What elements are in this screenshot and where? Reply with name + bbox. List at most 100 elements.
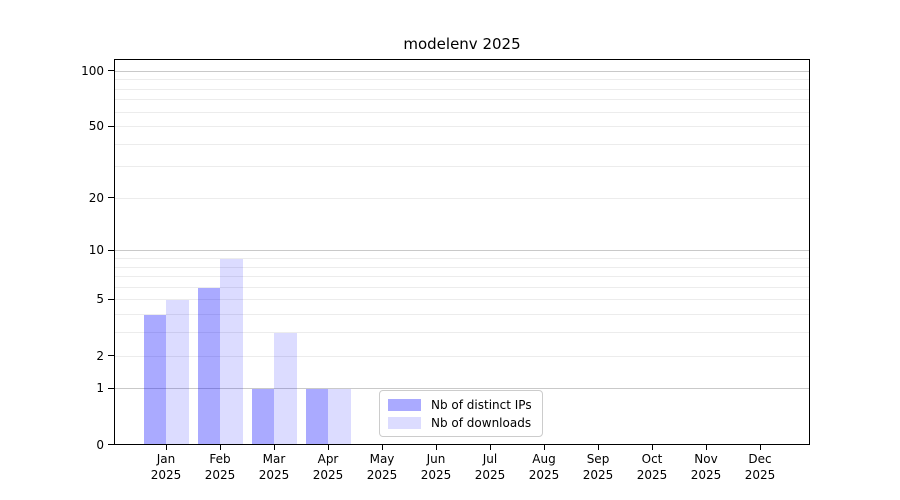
x-tick-month: Jun: [426, 452, 446, 466]
x-tick: [166, 445, 167, 450]
y-tick-label: 1: [96, 381, 104, 396]
x-tick-month: Apr: [317, 452, 339, 466]
x-tick-month: Aug: [532, 452, 556, 466]
minor-gridline: [115, 299, 809, 301]
x-tick-year: 2025: [690, 468, 722, 482]
x-tick-year: 2025: [420, 468, 452, 482]
legend-entry: Nb of distinct IPs: [388, 396, 534, 414]
x-tick-month: Feb: [209, 452, 231, 466]
minor-gridline: [115, 314, 809, 316]
plot-area: [114, 59, 810, 445]
y-tick: [108, 387, 114, 389]
legend-entry: Nb of downloads: [388, 414, 534, 432]
y-tick: [108, 70, 114, 72]
legend-swatch-distinct-ips: [388, 398, 421, 411]
x-tick-year: 2025: [150, 468, 182, 482]
x-tick-month: Nov: [694, 452, 718, 466]
x-tick-year: 2025: [636, 468, 668, 482]
x-tick-year: 2025: [474, 468, 506, 482]
minor-gridline: [115, 266, 809, 268]
bar-nb-of-distinct-ips: [305, 389, 328, 444]
x-tick-month: Jan: [156, 452, 176, 466]
y-tick: [108, 125, 114, 127]
x-tick-label: Nov 2025: [676, 451, 736, 483]
x-tick-year: 2025: [312, 468, 344, 482]
y-tick-label: 100: [81, 63, 104, 78]
x-tick-month: Jul: [482, 452, 498, 466]
x-tick-label: Apr 2025: [298, 451, 358, 483]
y-tick: [108, 355, 114, 357]
x-tick: [382, 445, 383, 450]
x-tick-label: Jun 2025: [406, 451, 466, 483]
x-tick-label: Dec 2025: [730, 451, 790, 483]
x-tick: [760, 445, 761, 450]
legend-label: Nb of downloads: [431, 415, 532, 430]
minor-gridline: [115, 143, 809, 145]
y-tick-label: 50: [88, 119, 104, 134]
minor-gridline: [115, 79, 809, 81]
y-tick-label: 2: [96, 348, 104, 363]
major-gridline: [115, 250, 809, 252]
x-tick: [490, 445, 491, 450]
minor-gridline: [115, 332, 809, 334]
legend: Nb of distinct IPs Nb of downloads: [379, 390, 543, 437]
y-tick: [108, 298, 114, 300]
x-tick-year: 2025: [366, 468, 398, 482]
minor-gridline: [115, 286, 809, 288]
x-tick-year: 2025: [582, 468, 614, 482]
bar-nb-of-downloads: [328, 389, 351, 444]
x-tick-month: Dec: [748, 452, 772, 466]
y-tick-label: 10: [88, 243, 104, 258]
minor-gridline: [115, 99, 809, 101]
x-tick-label: May 2025: [352, 451, 412, 483]
x-tick-year: 2025: [528, 468, 560, 482]
x-tick-label: Oct 2025: [622, 451, 682, 483]
x-tick: [328, 445, 329, 450]
x-tick-label: Mar 2025: [244, 451, 304, 483]
x-tick-year: 2025: [204, 468, 236, 482]
x-tick-year: 2025: [744, 468, 776, 482]
legend-label: Nb of distinct IPs: [431, 397, 532, 412]
y-tick-label: 0: [96, 437, 104, 452]
x-tick-label: Sep 2025: [568, 451, 628, 483]
minor-gridline: [115, 88, 809, 90]
y-tick: [108, 444, 114, 445]
y-tick-label: 5: [96, 292, 104, 307]
minor-gridline: [115, 258, 809, 259]
major-gridline: [115, 70, 809, 72]
minor-gridline: [115, 197, 809, 199]
bar-nb-of-downloads: [166, 300, 189, 444]
x-tick-label: Feb 2025: [190, 451, 250, 483]
minor-gridline: [115, 166, 809, 168]
bar-nb-of-distinct-ips: [251, 389, 274, 444]
x-tick: [220, 445, 221, 450]
bar-nb-of-downloads: [274, 333, 297, 444]
x-tick: [436, 445, 437, 450]
minor-gridline: [115, 126, 809, 128]
major-gridline: [115, 388, 809, 390]
x-tick: [274, 445, 275, 450]
y-tick: [108, 197, 114, 199]
x-tick: [598, 445, 599, 450]
x-tick-label: Jan 2025: [136, 451, 196, 483]
legend-swatch-downloads: [388, 416, 421, 429]
x-tick-month: May: [369, 452, 395, 466]
x-tick-month: Mar: [262, 452, 286, 466]
chart-title: modelenv 2025: [403, 35, 521, 53]
x-tick: [544, 445, 545, 450]
x-tick-month: Oct: [641, 452, 663, 466]
minor-gridline: [115, 111, 809, 113]
x-tick: [652, 445, 653, 450]
bar-nb-of-distinct-ips: [143, 315, 166, 444]
y-tick: [108, 249, 114, 251]
x-tick: [706, 445, 707, 450]
x-tick-month: Sep: [586, 452, 610, 466]
bar-nb-of-distinct-ips: [197, 287, 220, 444]
x-tick-year: 2025: [258, 468, 290, 482]
x-tick-label: Aug 2025: [514, 451, 574, 483]
x-tick-label: Jul 2025: [460, 451, 520, 483]
minor-gridline: [115, 355, 809, 357]
y-tick-label: 20: [88, 190, 104, 205]
bar-nb-of-downloads: [220, 259, 243, 444]
